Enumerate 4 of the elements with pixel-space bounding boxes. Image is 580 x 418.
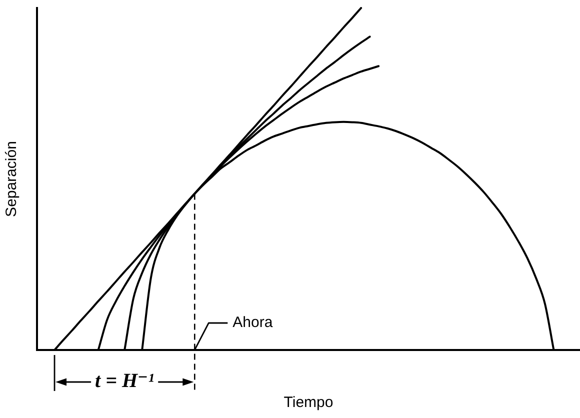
x-axis-title: Tiempo — [284, 394, 334, 412]
y-axis-title: Separación — [3, 141, 20, 217]
text: t = H⁻¹ — [95, 370, 154, 392]
annotation: Ahora — [232, 314, 274, 332]
